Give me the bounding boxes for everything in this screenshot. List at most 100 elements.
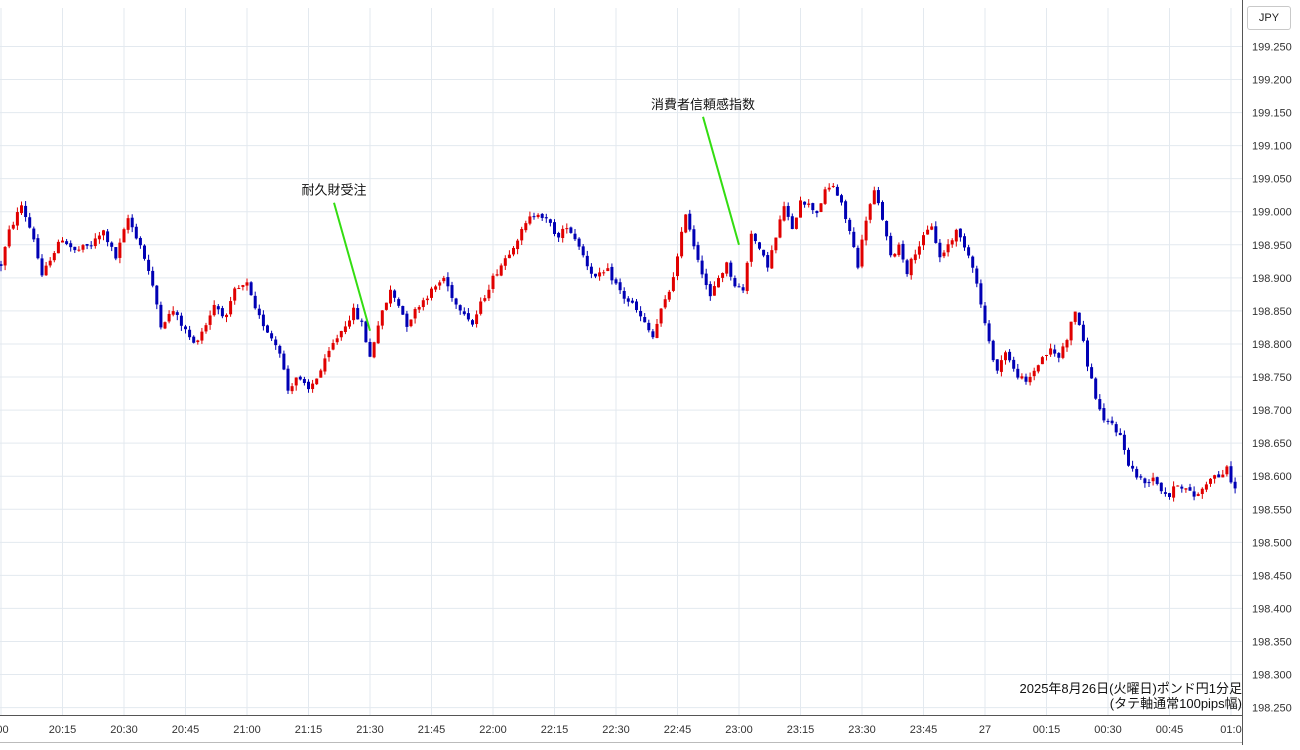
candle-down bbox=[589, 266, 593, 274]
candle-down bbox=[938, 242, 942, 258]
x-tick-label: 00:15 bbox=[1033, 724, 1061, 736]
candle-up bbox=[237, 288, 241, 290]
candle-down bbox=[1180, 486, 1184, 489]
candle-down bbox=[614, 279, 618, 284]
candle-down bbox=[278, 345, 282, 354]
candle-down bbox=[130, 217, 134, 228]
x-tick-label: 22:30 bbox=[602, 724, 630, 736]
candle-up bbox=[1061, 346, 1065, 358]
candle-down bbox=[848, 219, 852, 231]
candle-down bbox=[73, 246, 77, 251]
x-tick-label: 21:15 bbox=[295, 724, 323, 736]
candle-up bbox=[823, 189, 827, 204]
candle-down bbox=[1122, 434, 1126, 451]
candle-up bbox=[163, 322, 167, 329]
candles bbox=[0, 183, 1237, 502]
candle-down bbox=[692, 229, 696, 247]
candle-up bbox=[1184, 488, 1188, 490]
candle-down bbox=[1217, 474, 1221, 478]
candle-down bbox=[889, 235, 893, 256]
candle-down bbox=[758, 242, 761, 249]
candle-down bbox=[1147, 482, 1151, 484]
x-tick-label: 00:30 bbox=[1094, 724, 1122, 736]
y-tick-label: 198.450 bbox=[1252, 570, 1292, 582]
candle-down bbox=[618, 282, 622, 291]
candle-up bbox=[126, 218, 130, 230]
candle-down bbox=[155, 285, 159, 305]
candle-down bbox=[1188, 487, 1192, 491]
candle-down bbox=[577, 238, 581, 247]
candle-down bbox=[282, 353, 286, 370]
candle-down bbox=[622, 290, 626, 299]
candle-up bbox=[52, 253, 56, 261]
candle-up bbox=[311, 383, 315, 390]
candle-up bbox=[81, 245, 85, 250]
candle-down bbox=[786, 205, 790, 217]
candle-down bbox=[987, 323, 991, 342]
candle-down bbox=[1163, 492, 1167, 494]
candle-up bbox=[1065, 340, 1069, 348]
x-tick-label: 22:15 bbox=[541, 724, 569, 736]
candle-down bbox=[885, 220, 889, 237]
y-tick-label: 198.250 bbox=[1252, 703, 1292, 715]
candle-up bbox=[200, 331, 204, 341]
candle-up bbox=[241, 285, 245, 287]
candle-down bbox=[958, 228, 962, 238]
candle-up bbox=[1040, 357, 1044, 365]
y-tick-label: 198.500 bbox=[1252, 537, 1292, 549]
candle-down bbox=[1098, 399, 1102, 410]
candle-down bbox=[85, 244, 89, 246]
candle-down bbox=[1053, 349, 1057, 354]
candle-down bbox=[220, 308, 224, 317]
candle-down bbox=[151, 270, 155, 286]
x-tick-label: 20:15 bbox=[49, 724, 77, 736]
candle-down bbox=[635, 301, 638, 311]
candle-down bbox=[971, 256, 975, 268]
candle-up bbox=[606, 268, 610, 272]
candle-up bbox=[48, 260, 52, 266]
candle-down bbox=[65, 241, 69, 245]
candle-down bbox=[32, 228, 36, 240]
candle-down bbox=[454, 298, 458, 305]
candle-up bbox=[413, 309, 417, 319]
currency-button[interactable]: JPY bbox=[1247, 6, 1291, 30]
candle-up bbox=[196, 340, 200, 343]
candle-up bbox=[909, 258, 913, 276]
candle-down bbox=[257, 308, 261, 316]
candle-up bbox=[491, 275, 495, 289]
candle-down bbox=[0, 264, 3, 266]
candle-down bbox=[1077, 312, 1081, 325]
y-tick-label: 198.950 bbox=[1252, 240, 1292, 252]
candle-down bbox=[1057, 353, 1061, 358]
candle-down bbox=[569, 227, 573, 233]
x-tick-label: 21:45 bbox=[418, 724, 446, 736]
candle-up bbox=[1225, 466, 1229, 475]
candle-down bbox=[184, 326, 187, 330]
y-tick-label: 198.600 bbox=[1252, 471, 1292, 483]
candle-up bbox=[315, 378, 319, 385]
candle-up bbox=[1200, 488, 1204, 495]
candle-down bbox=[138, 237, 142, 246]
candle-up bbox=[749, 233, 753, 262]
x-tick-label: 00:45 bbox=[1156, 724, 1184, 736]
candle-down bbox=[585, 255, 589, 267]
candle-up bbox=[684, 214, 688, 233]
candle-down bbox=[835, 186, 839, 196]
candle-down bbox=[446, 277, 450, 287]
candle-down bbox=[811, 203, 815, 211]
candle-down bbox=[1106, 420, 1110, 422]
candle-down bbox=[266, 325, 269, 333]
candle-down bbox=[106, 231, 110, 243]
candle-up bbox=[93, 238, 97, 247]
candle-up bbox=[1028, 376, 1032, 383]
candle-up bbox=[1032, 370, 1036, 377]
candle-up bbox=[442, 277, 446, 282]
candle-up bbox=[212, 304, 216, 316]
candle-up bbox=[778, 219, 782, 238]
candle-up bbox=[922, 235, 925, 246]
candle-up bbox=[44, 265, 48, 276]
y-tick-label: 198.700 bbox=[1252, 405, 1292, 417]
candle-down bbox=[36, 238, 40, 259]
candle-down bbox=[1127, 449, 1130, 466]
